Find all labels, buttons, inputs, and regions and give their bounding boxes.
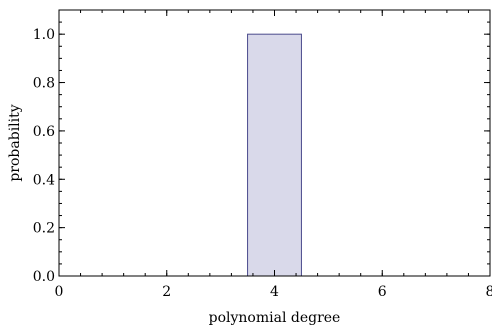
x-tick-label: 0 bbox=[55, 284, 64, 300]
y-tick-label: 0.8 bbox=[33, 76, 55, 92]
y-tick-label: 1.0 bbox=[33, 27, 55, 43]
y-tick-label: 0.2 bbox=[33, 221, 55, 237]
x-tick-label: 8 bbox=[486, 284, 492, 300]
bar-0 bbox=[247, 33, 302, 277]
bars-group bbox=[247, 33, 302, 277]
y-tick-label: 0.0 bbox=[33, 269, 55, 285]
x-tick-label: 6 bbox=[378, 284, 387, 300]
y-tick-label: 0.6 bbox=[33, 124, 55, 140]
x-tick-label: 2 bbox=[162, 284, 171, 300]
y-axis-title: probability bbox=[7, 104, 23, 181]
y-tick-label: 0.4 bbox=[33, 172, 55, 188]
x-axis-ticks: 0 2 4 6 8 bbox=[55, 10, 492, 300]
x-axis-title: polynomial degree bbox=[209, 310, 341, 326]
x-tick-label: 4 bbox=[270, 284, 279, 300]
y-axis-ticks: 0.0 0.2 0.4 0.6 0.8 1.0 bbox=[33, 27, 490, 285]
